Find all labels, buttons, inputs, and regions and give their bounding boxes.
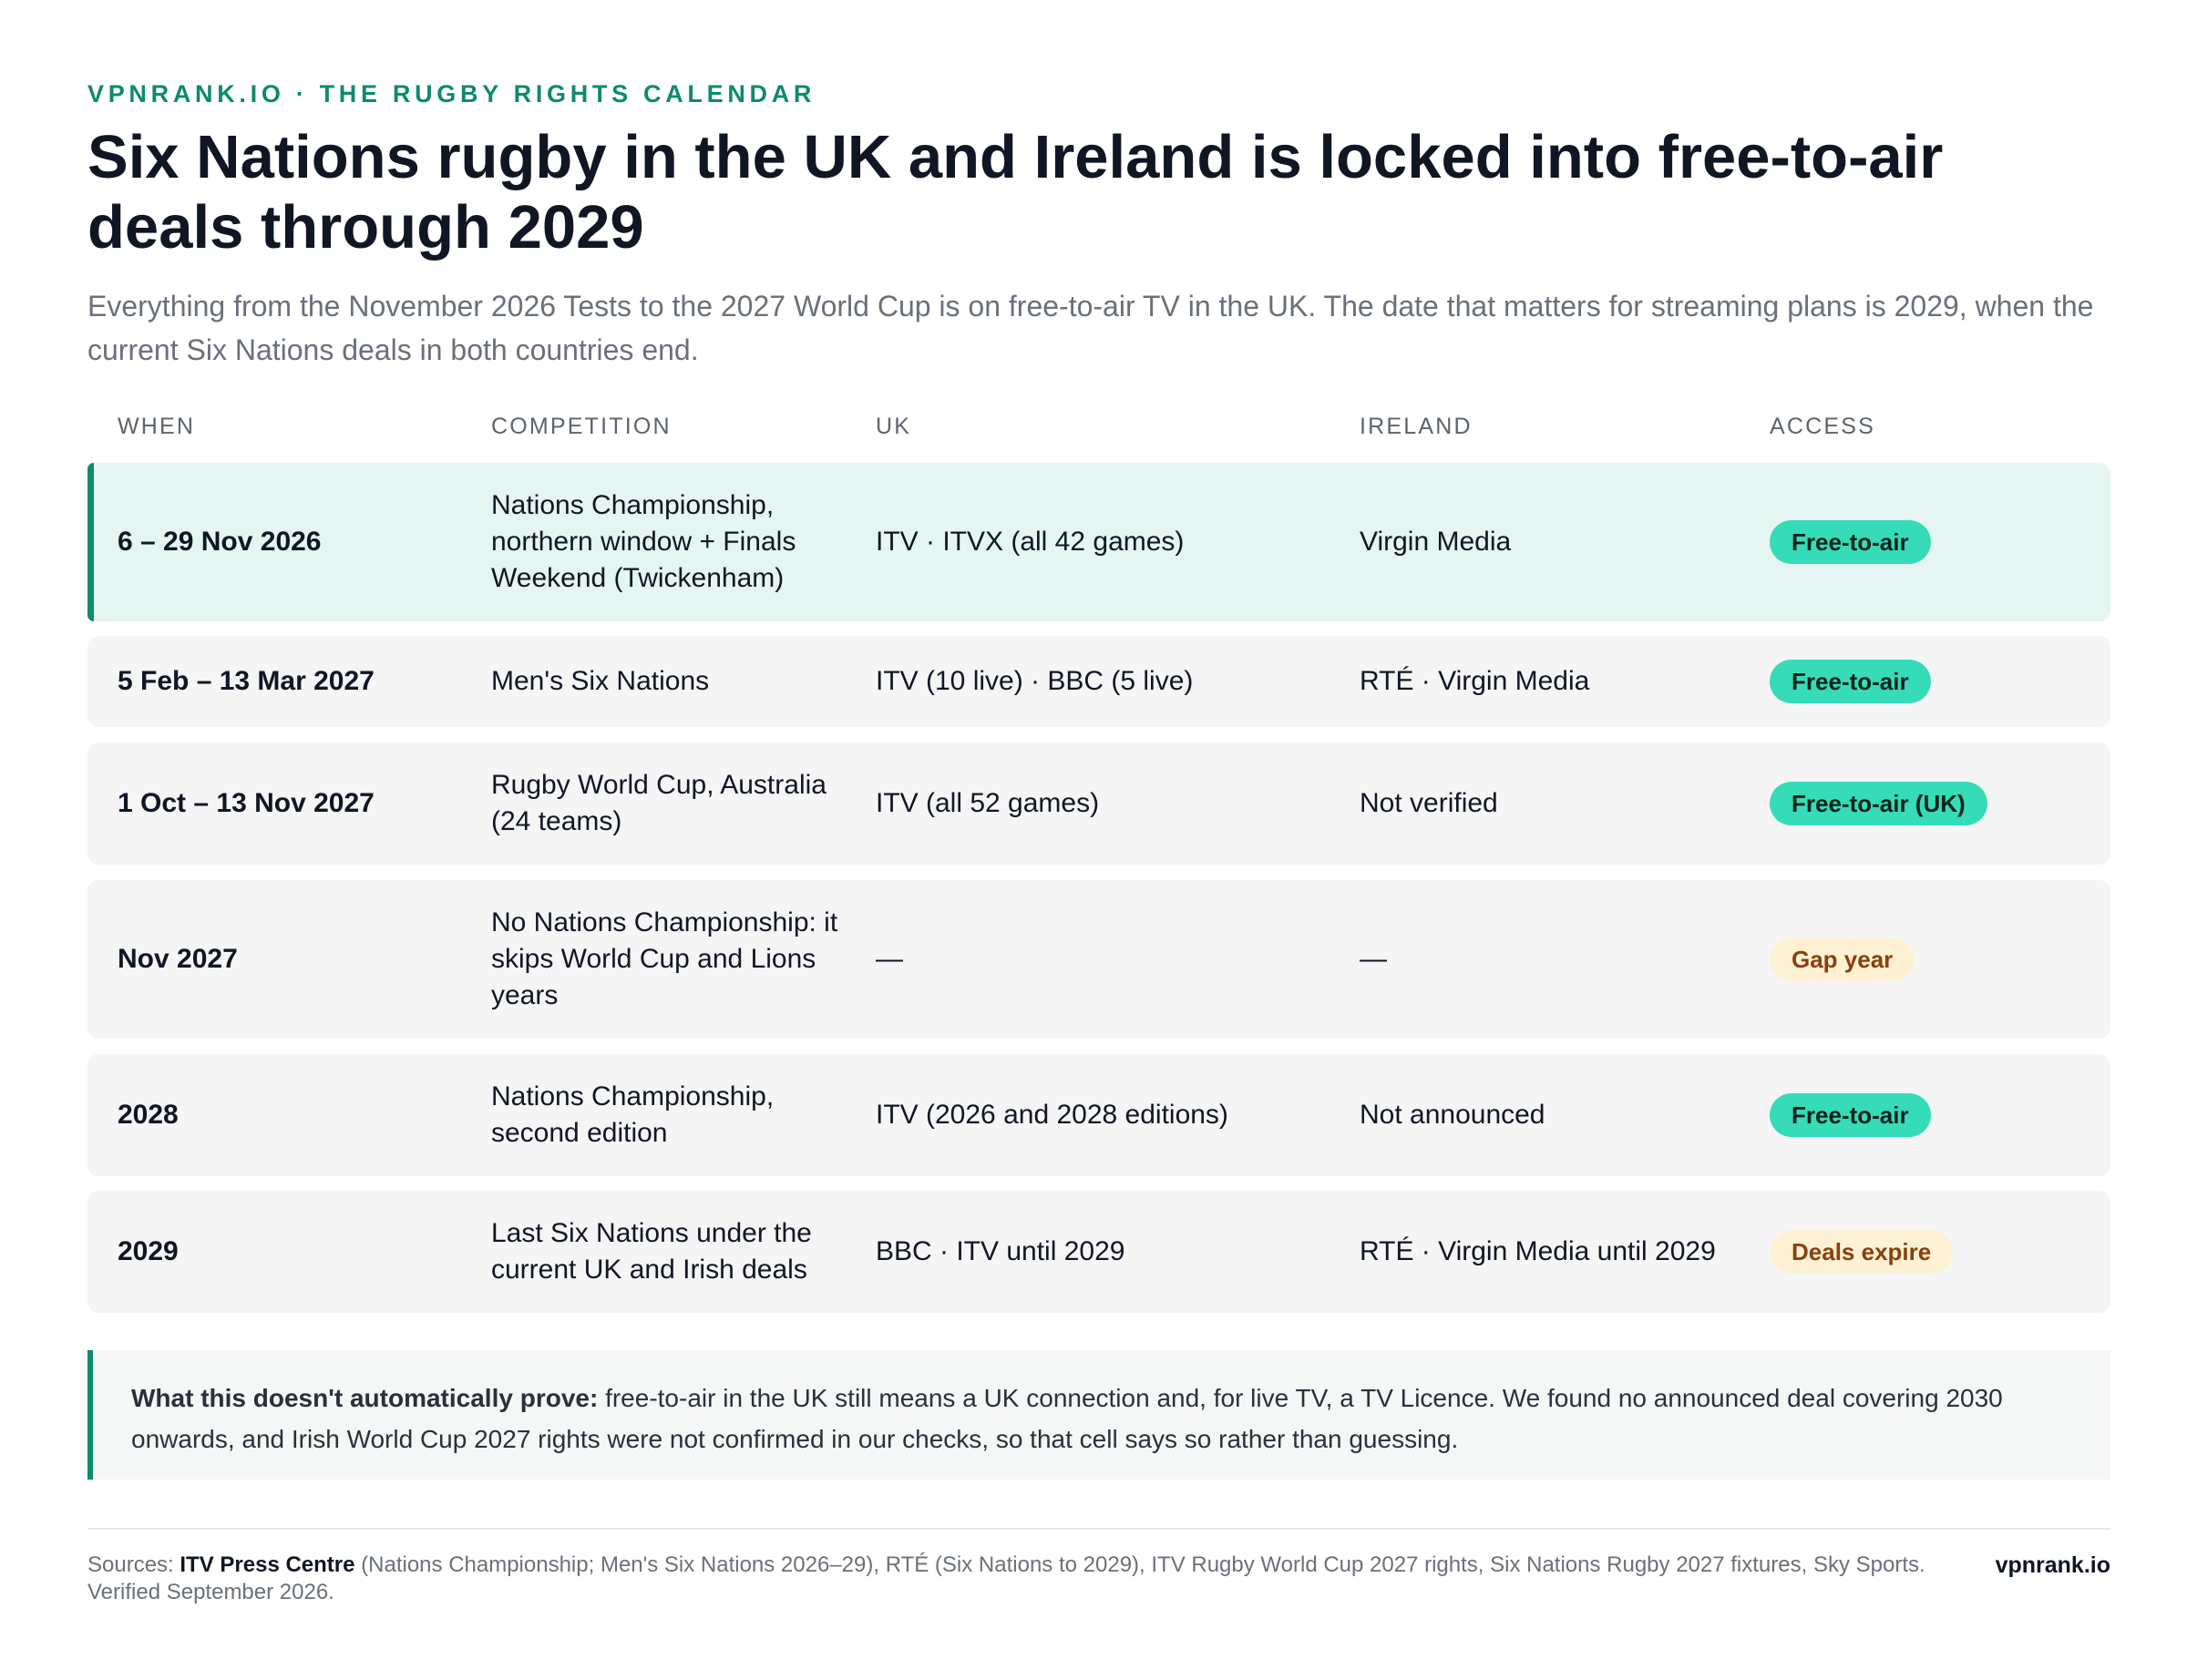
cell-competition: Last Six Nations under the current UK an… bbox=[491, 1218, 812, 1285]
cell-when: 2029 bbox=[118, 1236, 179, 1266]
cell-uk: ITV · ITVX (all 42 games) bbox=[876, 527, 1185, 557]
cell-access: Free-to-air bbox=[1770, 520, 2098, 564]
table-row: 1 Oct – 13 Nov 2027 Rugby World Cup, Aus… bbox=[87, 743, 2110, 865]
column-header-competition: COMPETITION bbox=[491, 414, 672, 439]
cell-when: Nov 2027 bbox=[118, 944, 238, 974]
cell-competition: Men's Six Nations bbox=[491, 666, 710, 696]
cell-access: Free-to-air bbox=[1770, 1093, 2098, 1137]
cell-access: Gap year bbox=[1770, 937, 2098, 981]
cell-when: 2028 bbox=[118, 1100, 179, 1130]
access-badge: Free-to-air bbox=[1770, 1093, 1931, 1137]
column-header-access: ACCESS bbox=[1770, 414, 1876, 439]
cell-ireland: — bbox=[1360, 944, 1387, 974]
column-header-uk: UK bbox=[876, 414, 912, 439]
cell-uk: ITV (all 52 games) bbox=[876, 788, 1100, 818]
cell-access: Free-to-air bbox=[1770, 660, 2098, 703]
cell-competition: Nations Championship, northern window + … bbox=[491, 490, 796, 593]
sources-label: Sources: bbox=[87, 1552, 180, 1577]
access-badge: Free-to-air bbox=[1770, 520, 1931, 564]
table-row: 6 – 29 Nov 2026 Nations Championship, no… bbox=[87, 463, 2110, 621]
cell-ireland: RTÉ · Virgin Media until 2029 bbox=[1360, 1236, 1716, 1266]
access-badge: Gap year bbox=[1770, 937, 1915, 981]
table-row: 2029 Last Six Nations under the current … bbox=[87, 1191, 2110, 1313]
access-badge: Free-to-air (UK) bbox=[1770, 782, 1987, 825]
sources-primary: ITV Press Centre bbox=[180, 1552, 355, 1577]
column-header-ireland: IRELAND bbox=[1360, 414, 1473, 439]
cell-competition: No Nations Championship: it skips World … bbox=[491, 907, 838, 1010]
page-title: Six Nations rugby in the UK and Ireland … bbox=[87, 123, 1944, 261]
caveat-text: free-to-air in the UK still means a UK c… bbox=[131, 1384, 2003, 1453]
cell-ireland: Not announced bbox=[1360, 1100, 1545, 1130]
access-badge: Free-to-air bbox=[1770, 660, 1931, 703]
footer-divider bbox=[87, 1528, 2110, 1530]
caveat-lead: What this doesn't automatically prove: bbox=[131, 1384, 599, 1412]
sources-rest: (Nations Championship; Men's Six Nations… bbox=[87, 1552, 1925, 1604]
caveat-note: What this doesn't automatically prove: f… bbox=[87, 1350, 2110, 1480]
page-subtitle: Everything from the November 2026 Tests … bbox=[87, 290, 2094, 366]
table-header: WHEN COMPETITION UK IRELAND ACCESS bbox=[87, 414, 2110, 445]
cell-uk: ITV (2026 and 2028 editions) bbox=[876, 1100, 1228, 1130]
table-row: 5 Feb – 13 Mar 2027 Men's Six Nations IT… bbox=[87, 636, 2110, 727]
access-badge: Deals expire bbox=[1770, 1230, 1954, 1274]
column-header-when: WHEN bbox=[118, 414, 196, 439]
cell-when: 5 Feb – 13 Mar 2027 bbox=[118, 666, 375, 696]
table-row: Nov 2027 No Nations Championship: it ski… bbox=[87, 880, 2110, 1039]
kicker: VPNRANK.IO · THE RUGBY RIGHTS CALENDAR bbox=[87, 80, 816, 108]
cell-ireland: Virgin Media bbox=[1360, 527, 1512, 557]
cell-uk: ITV (10 live) · BBC (5 live) bbox=[876, 666, 1194, 696]
cell-ireland: RTÉ · Virgin Media bbox=[1360, 666, 1590, 696]
cell-competition: Rugby World Cup, Australia (24 teams) bbox=[491, 770, 827, 836]
table-row: 2028 Nations Championship, second editio… bbox=[87, 1054, 2110, 1176]
cell-when: 1 Oct – 13 Nov 2027 bbox=[118, 788, 375, 818]
cell-uk: — bbox=[876, 944, 903, 974]
cell-ireland: Not verified bbox=[1360, 788, 1498, 818]
cell-uk: BBC · ITV until 2029 bbox=[876, 1236, 1125, 1266]
cell-access: Free-to-air (UK) bbox=[1770, 782, 2098, 825]
cell-access: Deals expire bbox=[1770, 1230, 2098, 1274]
cell-when: 6 – 29 Nov 2026 bbox=[118, 527, 322, 557]
brand-name: vpnrank.io bbox=[1995, 1552, 2110, 1578]
cell-competition: Nations Championship, second edition bbox=[491, 1081, 775, 1148]
sources: Sources: ITV Press Centre (Nations Champ… bbox=[87, 1552, 1983, 1606]
